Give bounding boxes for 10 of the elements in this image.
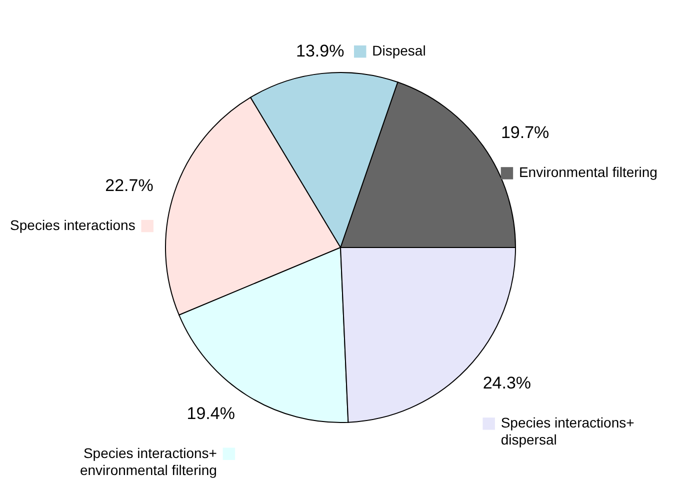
data-label: 22.7%: [105, 176, 154, 196]
data-label: 24.3%: [482, 374, 532, 393]
legend-label: Dispesal: [372, 42, 426, 59]
slice-label: Species interactions+ environmental filtering: [80, 444, 217, 478]
slice-label: Species interactions: [10, 217, 136, 234]
legend-label: Environmental filtering: [518, 164, 658, 180]
legend-label: Species interactions+ dispersal: [500, 414, 634, 448]
data-label: 19.7%: [500, 123, 550, 142]
data-label: 19.4%: [186, 404, 235, 423]
data-label: 13.9%: [296, 42, 344, 61]
